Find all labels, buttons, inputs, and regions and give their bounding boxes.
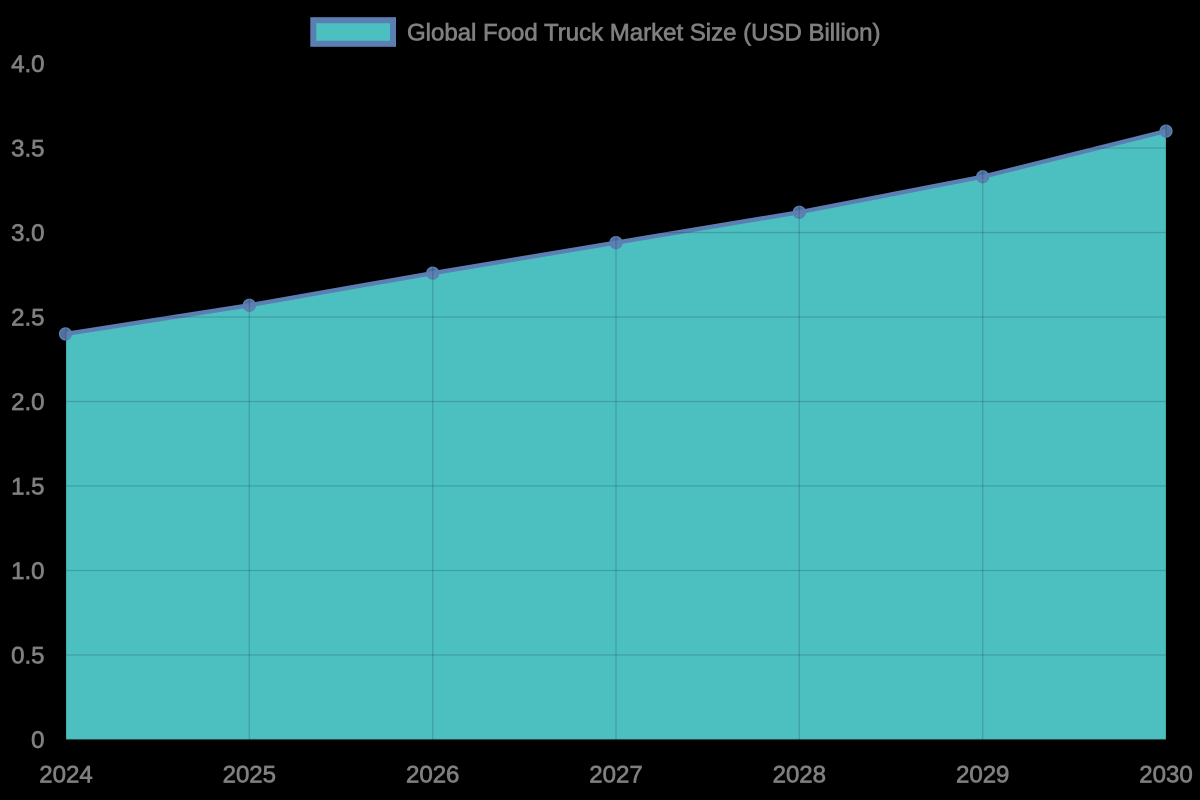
svg-text:2029: 2029 bbox=[956, 762, 1009, 789]
svg-text:2027: 2027 bbox=[589, 762, 642, 789]
svg-text:2024: 2024 bbox=[39, 762, 92, 789]
svg-text:4.0: 4.0 bbox=[11, 51, 44, 78]
svg-text:2030: 2030 bbox=[1139, 762, 1192, 789]
svg-text:Global Food Truck Market Size: Global Food Truck Market Size (USD Billi… bbox=[407, 20, 880, 47]
svg-text:2026: 2026 bbox=[406, 762, 459, 789]
svg-text:1.5: 1.5 bbox=[11, 474, 44, 501]
svg-text:2028: 2028 bbox=[773, 762, 826, 789]
svg-text:2.5: 2.5 bbox=[11, 305, 44, 332]
svg-text:1.0: 1.0 bbox=[11, 558, 44, 585]
svg-text:3.5: 3.5 bbox=[11, 136, 44, 163]
svg-text:0.5: 0.5 bbox=[11, 643, 44, 670]
svg-text:0: 0 bbox=[31, 727, 44, 754]
svg-text:2025: 2025 bbox=[223, 762, 276, 789]
svg-text:2.0: 2.0 bbox=[11, 389, 44, 416]
svg-text:3.0: 3.0 bbox=[11, 220, 44, 247]
